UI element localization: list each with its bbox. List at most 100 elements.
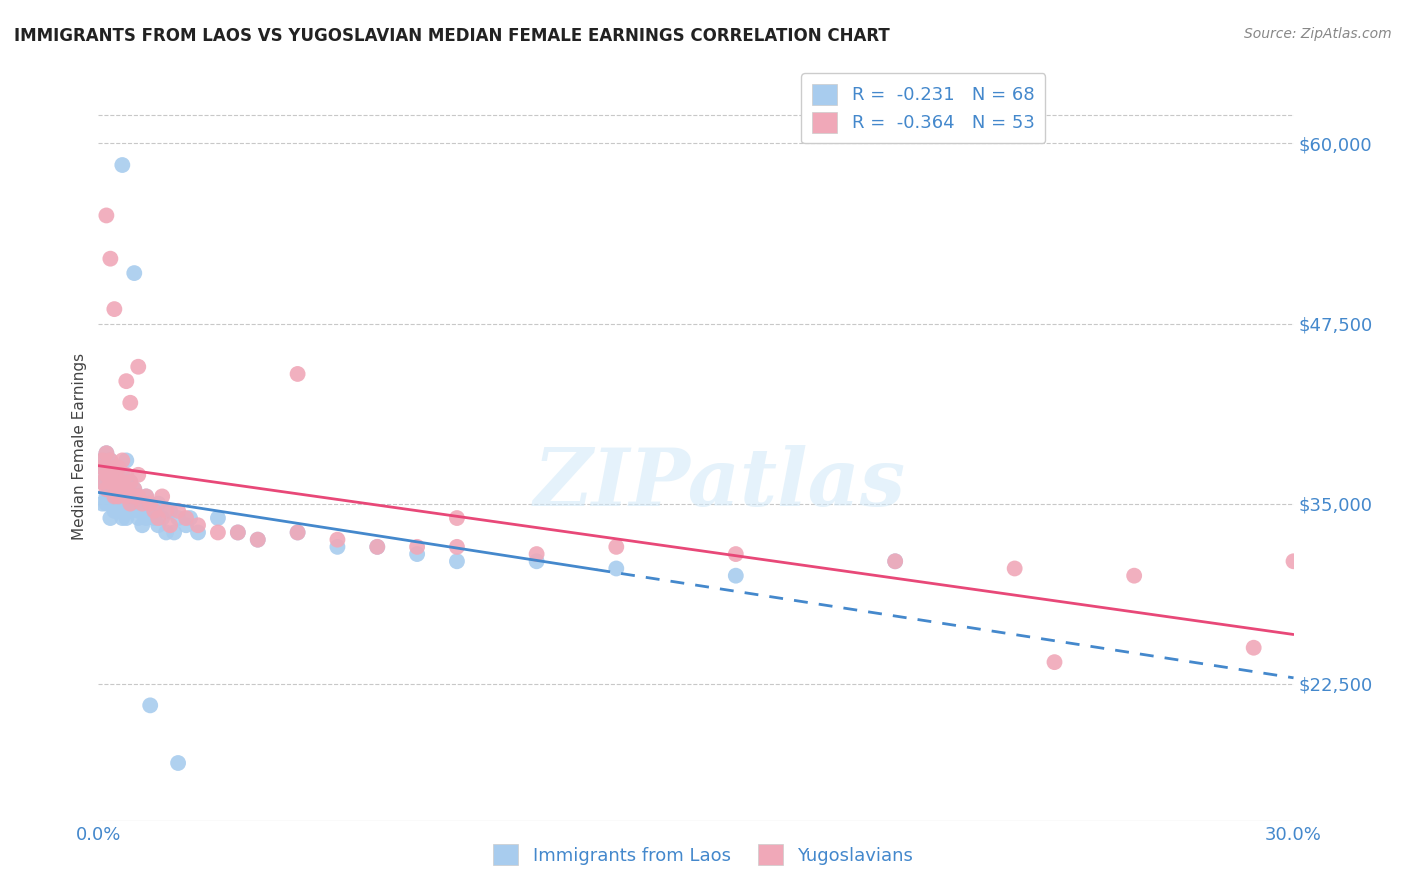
Point — [96, 446, 118, 460]
Point — [98, 475, 122, 489]
Point — [127, 490, 149, 504]
Point — [98, 490, 122, 504]
Point — [120, 396, 142, 410]
Point — [111, 467, 134, 482]
Point — [1282, 554, 1305, 568]
Point — [127, 511, 149, 525]
Point — [326, 533, 349, 547]
Point — [107, 460, 129, 475]
Point — [150, 490, 173, 504]
Point — [366, 540, 388, 554]
Point — [446, 540, 468, 554]
Point — [91, 453, 114, 467]
Point — [103, 482, 125, 496]
Point — [107, 497, 129, 511]
Point — [111, 453, 134, 467]
Point — [115, 490, 138, 504]
Point — [111, 158, 134, 172]
Point — [120, 504, 142, 518]
Legend: R =  -0.231   N = 68, R =  -0.364   N = 53: R = -0.231 N = 68, R = -0.364 N = 53 — [801, 73, 1046, 144]
Point — [605, 561, 627, 575]
Point — [406, 540, 429, 554]
Point — [167, 504, 190, 518]
Point — [135, 490, 157, 504]
Point — [163, 525, 186, 540]
Point — [107, 460, 129, 475]
Point — [96, 209, 118, 223]
Point — [111, 490, 134, 504]
Point — [107, 504, 129, 518]
Point — [91, 475, 114, 489]
Point — [115, 490, 138, 504]
Point — [124, 497, 146, 511]
Point — [124, 490, 146, 504]
Point — [526, 554, 548, 568]
Point — [103, 302, 125, 317]
Point — [287, 525, 309, 540]
Point — [91, 453, 114, 467]
Point — [107, 490, 129, 504]
Point — [98, 467, 122, 482]
Point — [103, 467, 125, 482]
Text: ZIPatlas: ZIPatlas — [534, 445, 905, 522]
Point — [159, 504, 181, 518]
Point — [159, 518, 181, 533]
Text: IMMIGRANTS FROM LAOS VS YUGOSLAVIAN MEDIAN FEMALE EARNINGS CORRELATION CHART: IMMIGRANTS FROM LAOS VS YUGOSLAVIAN MEDI… — [14, 27, 890, 45]
Point — [207, 525, 229, 540]
Point — [91, 497, 114, 511]
Point — [131, 497, 153, 511]
Point — [96, 490, 118, 504]
Point — [115, 453, 138, 467]
Point — [207, 511, 229, 525]
Point — [124, 482, 146, 496]
Point — [884, 554, 907, 568]
Point — [98, 475, 122, 489]
Point — [115, 467, 138, 482]
Point — [139, 698, 162, 713]
Point — [96, 482, 118, 496]
Point — [366, 540, 388, 554]
Point — [98, 453, 122, 467]
Point — [111, 482, 134, 496]
Point — [131, 497, 153, 511]
Point — [124, 266, 146, 280]
Point — [326, 540, 349, 554]
Point — [127, 504, 149, 518]
Point — [120, 497, 142, 511]
Point — [96, 475, 118, 489]
Point — [167, 756, 190, 770]
Point — [98, 467, 122, 482]
Point — [1004, 561, 1026, 575]
Point — [115, 374, 138, 388]
Point — [446, 554, 468, 568]
Point — [187, 525, 209, 540]
Point — [115, 511, 138, 525]
Y-axis label: Median Female Earnings: Median Female Earnings — [72, 352, 87, 540]
Point — [1243, 640, 1265, 655]
Point — [226, 525, 249, 540]
Point — [127, 490, 149, 504]
Point — [115, 475, 138, 489]
Point — [96, 467, 118, 482]
Point — [135, 511, 157, 525]
Point — [148, 518, 170, 533]
Point — [103, 475, 125, 489]
Point — [98, 252, 122, 266]
Point — [103, 504, 125, 518]
Legend: Immigrants from Laos, Yugoslavians: Immigrants from Laos, Yugoslavians — [484, 835, 922, 874]
Point — [226, 525, 249, 540]
Point — [139, 504, 162, 518]
Point — [96, 446, 118, 460]
Point — [107, 482, 129, 496]
Point — [246, 533, 269, 547]
Text: Source: ZipAtlas.com: Source: ZipAtlas.com — [1244, 27, 1392, 41]
Point — [187, 518, 209, 533]
Point — [98, 453, 122, 467]
Point — [120, 475, 142, 489]
Point — [127, 467, 149, 482]
Point — [115, 482, 138, 496]
Point — [174, 511, 197, 525]
Point — [179, 511, 201, 525]
Point — [143, 511, 166, 525]
Point — [287, 367, 309, 381]
